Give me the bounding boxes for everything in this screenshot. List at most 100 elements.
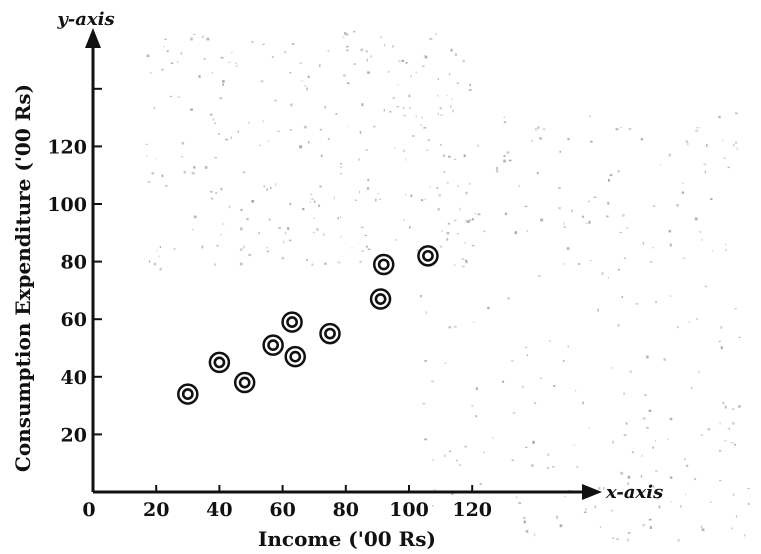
speckle [650,261,653,263]
speckle [222,83,224,86]
speckle [440,230,443,232]
speckle [360,226,364,229]
speckle [627,482,629,485]
speckle [718,340,721,342]
speckle [685,140,688,143]
speckle [567,138,570,141]
speckle [503,121,507,124]
speckle [367,71,370,74]
speckle [364,234,367,236]
speckle [300,80,304,82]
speckle [629,370,632,373]
speckle [454,325,457,328]
speckle [239,248,243,251]
speckle [695,129,699,133]
speckle [306,87,308,91]
speckle [146,155,148,157]
speckle [448,73,451,76]
speckle [353,30,356,33]
speckle [419,124,423,126]
speckle [405,61,408,64]
y-axis-title: Consumption Expenditure ('00 Rs) [11,84,35,472]
speckle [153,106,156,110]
speckle [203,58,206,60]
speckle [537,126,540,129]
speckle [606,215,609,218]
x-tick-label: 20 [143,499,169,521]
speckle [701,239,703,241]
speckle [318,204,321,207]
speckle [339,166,343,168]
y-axis-ticks: 20 40 60 80 100 120 [47,87,102,446]
speckle [303,125,307,129]
speckle [206,37,210,41]
speckle [453,219,457,222]
speckle [333,196,335,200]
speckle [335,113,338,115]
speckle [462,59,465,63]
speckle [454,158,457,160]
speckle [573,444,576,446]
speckle [324,105,327,109]
speckle [649,490,652,492]
speckle [472,218,474,221]
speckle [214,157,218,159]
speckle [685,493,687,496]
speckle [394,238,397,241]
speckle [688,320,690,323]
speckle [747,488,750,490]
speckle [340,163,342,165]
speckle [733,144,735,147]
speckle [234,62,238,64]
speckle [464,445,467,448]
speckle [589,260,592,262]
speckle [648,518,652,521]
speckle [680,505,682,508]
speckle [438,194,441,197]
speckle [668,229,672,233]
speckle [307,75,310,78]
speckle [538,275,541,277]
speckle [239,262,243,266]
speckle [649,526,652,529]
speckle [446,95,448,97]
data-point [208,351,231,374]
data-point [417,245,439,267]
speckle [442,154,446,157]
speckle [667,438,669,440]
y-axis-arrow [85,28,101,48]
speckle [166,50,169,53]
speckle [712,249,714,252]
speckle [451,98,453,100]
speckle [719,480,722,482]
speckle [394,147,396,150]
speckle [262,120,264,122]
speckle [164,38,167,40]
speckle [642,523,646,527]
speckle [623,434,627,436]
speckle [365,49,368,53]
speckle [421,65,425,67]
speckle [299,145,303,149]
speckle [346,82,350,84]
data-point [319,322,341,345]
speckle [337,216,339,220]
speckle [685,464,689,468]
speckle [262,43,265,45]
speckle [730,442,734,444]
data-point-ring [319,322,341,345]
speckle [611,509,614,512]
speckle [559,524,563,528]
speckle [316,228,319,231]
speckle [706,144,708,147]
speckle [193,33,196,35]
speckle [402,107,405,109]
speckle [313,200,316,204]
speckle [159,246,161,248]
data-points [177,245,439,405]
speckle [725,243,727,246]
speckle [361,250,364,252]
speckle [709,501,712,503]
speckle [190,37,193,41]
speckle [251,200,255,203]
